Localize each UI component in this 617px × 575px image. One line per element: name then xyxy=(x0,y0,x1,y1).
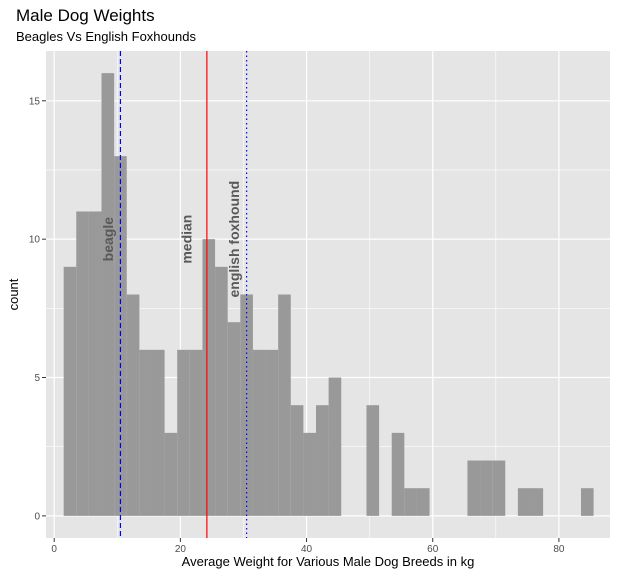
histogram-bar xyxy=(265,349,279,516)
annotations: beagle median english foxhound xyxy=(100,181,242,298)
x-tick-label: 20 xyxy=(175,544,187,555)
histogram-bar xyxy=(416,488,430,516)
histogram-bar xyxy=(580,488,594,516)
x-tick-label: 60 xyxy=(427,544,439,555)
x-tick-label: 40 xyxy=(301,544,313,555)
histogram-bar xyxy=(189,349,203,516)
histogram-bar xyxy=(114,156,127,516)
histogram-bar xyxy=(492,460,506,516)
annotation-label: median xyxy=(179,215,195,264)
histogram-bar xyxy=(88,211,102,516)
histogram-bar xyxy=(278,294,291,516)
histogram-bar xyxy=(126,294,140,516)
reference-lines xyxy=(119,51,248,538)
histogram-bar xyxy=(480,460,493,516)
histogram-bar xyxy=(290,405,304,516)
histogram-bar xyxy=(391,432,405,516)
y-tick-label: 10 xyxy=(29,235,41,246)
x-axis-ticks: 0 20 40 60 80 xyxy=(51,538,565,555)
histogram-bar xyxy=(303,432,317,516)
x-axis-title: Average Weight for Various Male Dog Bree… xyxy=(182,554,475,569)
x-tick-label: 80 xyxy=(553,544,565,555)
histogram-bar xyxy=(328,377,342,516)
histogram-bar xyxy=(252,349,266,516)
y-tick-label: 5 xyxy=(34,373,40,384)
histogram-bar xyxy=(517,488,531,516)
histogram-bar xyxy=(139,349,152,516)
annotation-label: beagle xyxy=(100,217,116,262)
y-axis-ticks: 0 5 10 15 xyxy=(29,96,46,522)
y-tick-label: 15 xyxy=(29,96,41,107)
histogram-bar xyxy=(404,488,417,516)
histogram-bar xyxy=(215,266,228,516)
histogram-bar xyxy=(63,266,77,516)
histogram-bar xyxy=(177,349,190,516)
histogram-bar xyxy=(101,73,115,516)
histogram-bar xyxy=(240,294,253,516)
histogram-bar xyxy=(366,405,380,516)
bars xyxy=(63,73,594,516)
annotation-label: english foxhound xyxy=(226,181,242,298)
histogram-bar xyxy=(316,405,329,516)
chart-subtitle: Beagles Vs English Foxhounds xyxy=(16,29,196,44)
histogram-bar xyxy=(76,211,89,516)
x-tick-label: 0 xyxy=(51,544,57,555)
histogram-bar xyxy=(227,322,241,516)
histogram-bar xyxy=(202,239,216,516)
histogram-bar xyxy=(164,432,178,516)
y-axis-title: count xyxy=(6,278,21,310)
histogram-bar xyxy=(530,488,544,516)
chart-title: Male Dog Weights xyxy=(16,6,155,25)
histogram-bar xyxy=(467,460,481,516)
histogram-bar xyxy=(151,349,165,516)
y-tick-label: 0 xyxy=(34,511,40,522)
